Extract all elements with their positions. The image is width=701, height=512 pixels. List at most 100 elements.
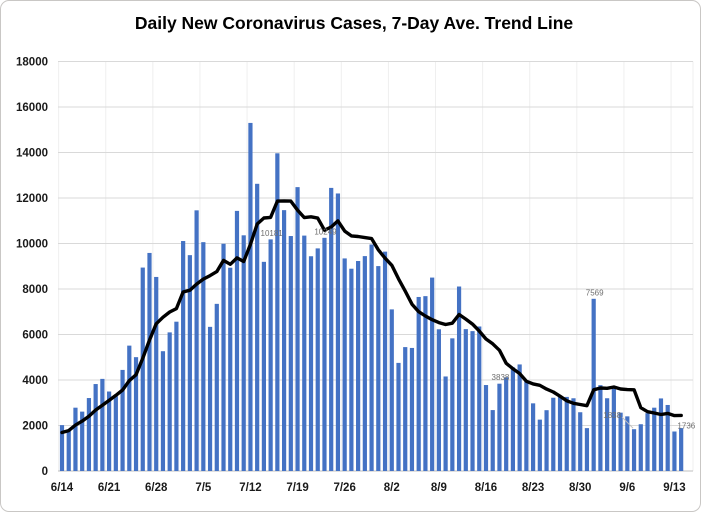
chart-bar — [443, 376, 448, 471]
chart-bar — [66, 431, 71, 471]
data-label-7569: 7569 — [586, 288, 604, 297]
chart-bar — [275, 153, 280, 471]
x-tick-label: 8/16 — [475, 482, 497, 494]
chart-bar — [517, 364, 522, 471]
y-tick-label: 16000 — [16, 102, 48, 114]
chart-bar — [497, 383, 502, 471]
chart-bar — [658, 398, 664, 471]
data-label-leader-line — [621, 416, 634, 429]
chart-bar — [430, 277, 435, 471]
chart-bar — [107, 391, 112, 471]
x-tick-label: 7/12 — [239, 482, 261, 494]
chart-bar — [591, 298, 596, 471]
chart-bar — [389, 309, 394, 471]
y-tick-label: 6000 — [22, 330, 48, 342]
chart-bar — [403, 347, 408, 471]
chart-bar — [578, 412, 583, 471]
chart-bar — [214, 303, 219, 471]
chart-bar — [625, 416, 630, 471]
x-tick-label: 9/13 — [663, 482, 685, 494]
data-label-1838: 1838 — [603, 411, 621, 420]
chart-bar — [234, 210, 240, 472]
chart-bar — [436, 329, 441, 471]
chart-bar — [416, 296, 421, 471]
chart-bar — [679, 428, 684, 471]
x-tick-label: 7/26 — [333, 482, 355, 494]
x-tick-label: 8/23 — [522, 482, 544, 494]
y-tick-label: 12000 — [16, 193, 48, 205]
y-tick-label: 2000 — [22, 421, 48, 433]
chart-bar — [652, 407, 657, 471]
x-tick-label: 8/2 — [384, 482, 400, 494]
chart-bar — [73, 407, 78, 471]
chart-bar — [167, 332, 172, 471]
chart-bar — [248, 122, 253, 472]
data-label-10249: 10249 — [314, 227, 337, 236]
chart-bar — [631, 429, 637, 471]
x-tick-label: 6/21 — [98, 482, 121, 494]
chart-bar — [241, 235, 246, 471]
x-tick-label: 8/30 — [569, 482, 591, 494]
chart-bar — [571, 398, 576, 471]
chart-bar — [93, 384, 98, 471]
chart-bar — [396, 362, 401, 471]
chart-bar — [187, 255, 192, 471]
trend-line-series — [60, 199, 683, 435]
data-label-3838: 3838 — [492, 373, 510, 382]
chart-bar — [268, 239, 273, 471]
chart-bar — [315, 248, 320, 471]
chart-bar — [463, 329, 468, 471]
chart-bar — [133, 357, 139, 471]
chart-bar — [483, 385, 489, 471]
chart-title: Daily New Coronavirus Cases, 7-Day Ave. … — [135, 13, 574, 33]
chart-bar — [120, 369, 125, 471]
chart-bar — [127, 345, 132, 471]
chart-bar — [207, 326, 213, 471]
axis-labels: 0 2000 4000 6000 8000 10000 12000 14000 16000 180… — [16, 57, 686, 495]
chart-bar — [531, 403, 536, 471]
chart-bar — [59, 425, 65, 471]
chart-bar — [140, 267, 145, 471]
x-tick-label: 7/19 — [286, 482, 308, 494]
chart-bar — [618, 412, 623, 471]
data-label-10181: 10181 — [261, 229, 284, 238]
chart-bar — [564, 396, 569, 471]
chart-bar — [362, 256, 367, 471]
chart-bar — [598, 385, 603, 471]
chart-bar — [147, 252, 152, 471]
chart-bar — [611, 387, 616, 471]
x-tick-label: 8/9 — [431, 482, 447, 494]
chart-bar — [470, 331, 475, 471]
chart-bar — [456, 286, 462, 471]
y-tick-label: 10000 — [16, 239, 48, 251]
chart-bar — [228, 267, 233, 471]
chart-bar — [100, 378, 105, 471]
trend-line — [60, 199, 683, 435]
chart-bar — [308, 256, 314, 471]
chart-bar — [510, 367, 516, 471]
chart-bar — [174, 321, 179, 471]
chart-bar — [557, 396, 563, 471]
chart-bar — [181, 241, 186, 471]
chart-bar — [450, 338, 455, 471]
chart-bar — [544, 410, 549, 471]
chart-bar — [342, 258, 347, 471]
chart-bar — [221, 243, 226, 471]
x-tick-label: 9/6 — [619, 482, 635, 494]
data-label-annotations: 10181 10249 3838 7569 1838 1736 — [261, 227, 696, 430]
chart-bar — [423, 296, 428, 471]
chart-bar — [113, 396, 118, 471]
chart-bar — [80, 411, 85, 471]
chart-bar — [504, 377, 509, 471]
chart-bar — [382, 251, 388, 471]
chart-bar — [369, 244, 374, 471]
chart-bar — [524, 381, 529, 471]
data-label-1736: 1736 — [677, 422, 695, 431]
chart-bar — [490, 410, 495, 471]
chart-bar — [154, 276, 159, 471]
chart-bar — [302, 235, 307, 471]
chart-bar — [281, 210, 287, 471]
x-tick-label: 6/14 — [51, 482, 74, 494]
